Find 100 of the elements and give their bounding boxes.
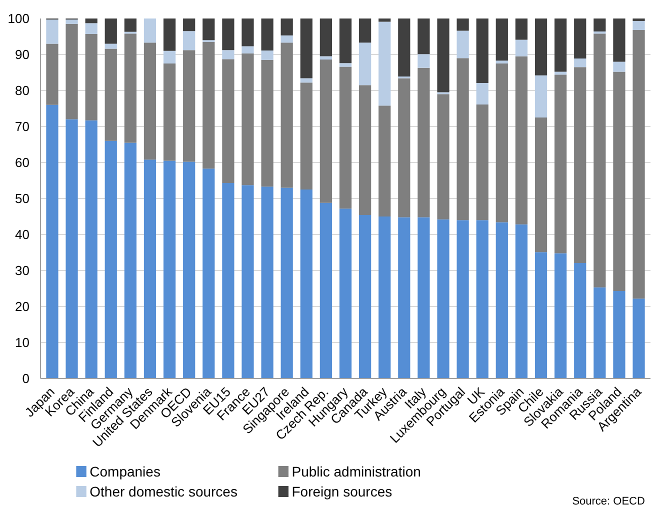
legend-label: Public administration	[292, 464, 421, 480]
bar	[104, 48, 117, 141]
bar	[104, 18, 117, 44]
bar	[358, 42, 372, 86]
bar	[280, 35, 293, 43]
bar	[515, 18, 528, 40]
bar	[358, 215, 372, 378]
bar	[46, 44, 58, 105]
bar	[437, 94, 450, 220]
bar	[339, 208, 352, 378]
bar	[320, 56, 332, 60]
bar	[242, 53, 254, 186]
bar	[202, 42, 215, 169]
bar	[85, 18, 98, 24]
bar	[632, 298, 645, 378]
bar	[163, 64, 176, 161]
bar	[613, 62, 626, 72]
y-tick-label: 60	[15, 155, 30, 170]
bar	[418, 68, 430, 218]
bar	[320, 60, 332, 203]
bar	[378, 18, 391, 22]
bar	[534, 252, 548, 378]
bar	[144, 42, 156, 160]
bar	[66, 20, 78, 24]
bar	[124, 18, 136, 32]
bar	[613, 18, 626, 62]
bar	[554, 253, 567, 378]
bar	[476, 82, 488, 105]
bar	[496, 60, 508, 64]
bar	[300, 78, 312, 83]
bar	[163, 160, 176, 378]
bar	[534, 118, 548, 252]
bar	[515, 40, 528, 56]
bar	[574, 67, 586, 263]
y-tick-label: 90	[15, 47, 30, 62]
bar	[574, 262, 586, 378]
bar	[261, 50, 274, 60]
bar	[456, 220, 469, 378]
bar	[242, 18, 254, 46]
bar	[124, 142, 136, 378]
bar	[398, 78, 410, 218]
bar	[594, 18, 606, 32]
bar	[632, 21, 645, 30]
bar	[85, 34, 98, 120]
bar	[476, 104, 488, 220]
bar	[339, 18, 352, 64]
bar	[456, 30, 469, 58]
bar	[496, 64, 508, 222]
bar	[222, 59, 234, 184]
bar	[476, 220, 488, 378]
bar	[613, 72, 626, 292]
y-tick-label: 30	[15, 263, 30, 278]
bar	[476, 18, 488, 83]
bar	[144, 160, 156, 378]
bar	[437, 18, 450, 92]
bar	[534, 75, 548, 118]
bar	[183, 18, 196, 32]
y-tick-label: 0	[22, 371, 30, 386]
bar	[496, 222, 508, 378]
bar	[339, 63, 352, 67]
bar	[632, 30, 645, 299]
bar	[398, 217, 410, 378]
bar	[594, 287, 606, 378]
bar	[183, 162, 196, 378]
y-tick-label: 50	[15, 191, 30, 206]
bar	[378, 106, 391, 216]
bar	[554, 18, 567, 72]
bar	[222, 18, 234, 50]
bar	[46, 104, 58, 378]
bar	[202, 18, 215, 40]
bar	[632, 18, 645, 22]
bar	[496, 18, 508, 61]
bar	[456, 18, 469, 31]
y-tick-label: 10	[15, 335, 30, 350]
bar	[222, 183, 234, 378]
y-tick-label: 80	[15, 83, 30, 98]
bar	[378, 216, 391, 378]
bar	[222, 50, 234, 60]
bar	[320, 18, 332, 56]
y-tick-label: 20	[15, 299, 30, 314]
bar	[280, 18, 293, 36]
bar	[163, 50, 176, 64]
bar	[242, 46, 254, 54]
bar	[534, 18, 548, 76]
bar	[613, 291, 626, 378]
bar	[339, 66, 352, 209]
bar	[66, 24, 78, 120]
bar	[85, 120, 98, 378]
bar	[358, 18, 372, 43]
bar	[456, 58, 469, 220]
legend-label: Other domestic sources	[90, 484, 238, 500]
bar	[418, 217, 430, 378]
bar	[280, 42, 293, 188]
bar	[104, 44, 117, 49]
bar	[515, 224, 528, 378]
bar	[418, 54, 430, 68]
bar	[261, 60, 274, 187]
bar	[418, 18, 430, 54]
bar	[300, 18, 312, 78]
bar	[46, 20, 58, 44]
